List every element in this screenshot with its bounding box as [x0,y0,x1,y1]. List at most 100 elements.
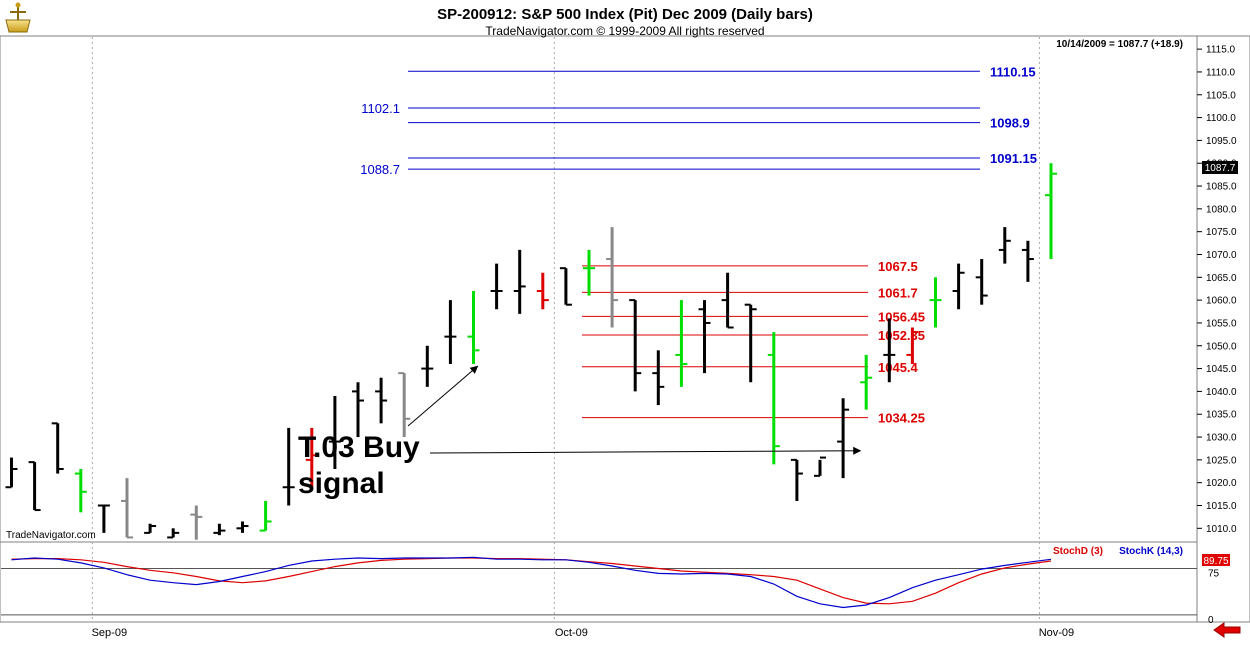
ohlc-bar [213,523,226,536]
ohlc-bar [675,300,688,387]
watermark: TradeNavigator.com [6,530,96,541]
y-tick-label: 1015.0 [1206,501,1237,512]
ohlc-bar [929,277,942,328]
y-tick-label: 1050.0 [1206,341,1237,352]
y-tick-label: 1110.0 [1206,67,1236,78]
ohlc-bar [698,300,711,374]
ohlc-bar [559,267,572,306]
y-tick-label: 1095.0 [1206,136,1237,147]
ohlc-bar [259,500,272,532]
ohlc-bar [860,354,873,410]
y-tick-label: 1070.0 [1206,250,1237,261]
ohlc-bar [51,422,64,474]
ohlc-bar [952,263,965,310]
ohlc-bar [629,299,642,392]
ohlc-bar [606,227,619,328]
annotation-text: signal [298,467,385,500]
ohlc-bar [144,523,157,534]
y-tick-label: 1115.0 [1206,45,1236,56]
y-tick-label: 1025.0 [1206,455,1237,466]
ohlc-bar [328,395,341,469]
stoch-series-line [11,556,1052,609]
y-tick-label: 1065.0 [1206,273,1237,284]
ohlc-bar [767,332,780,465]
ohlc-bar [513,249,526,314]
y-tick-label: 1010.0 [1206,524,1237,535]
y-tick-label: 1020.0 [1206,478,1237,489]
stoch-value-label: 89.75 [1203,556,1228,567]
level-label: 1061.7 [878,285,918,300]
ohlc-bar [1045,163,1057,260]
legend-stoch-k: StochK (14,3) [1119,546,1183,557]
last-value-info: 10/14/2009 = 1087.7 (+18.9) [1056,39,1183,50]
y-tick-label: 1060.0 [1206,296,1237,307]
ohlc-bar [490,263,503,310]
level-label: 1056.45 [878,309,925,324]
y-tick-label: 1030.0 [1206,433,1237,444]
ohlc-bar [583,249,595,296]
ohlc-bar [352,382,364,438]
ohlc-bar [837,398,850,479]
ohlc-bar [97,504,110,533]
ohlc-bar [467,291,480,365]
ohlc-bar [28,461,41,512]
y-tick-label: 1075.0 [1206,227,1237,238]
ohlc-bar [444,300,457,365]
stoch-tick-label: 0 [1208,615,1214,626]
ohlc-bar [883,318,896,383]
stoch-tick-label: 75 [1208,568,1220,579]
ohlc-bar [975,259,988,305]
logo-icon [5,2,31,33]
ohlc-bar [1021,240,1034,282]
ohlc-bar [236,521,249,533]
ohlc-bar [744,303,757,383]
annotation-text: T.03 Buy [298,431,420,464]
level-label: 1052.35 [878,328,925,343]
y-tick-label: 1045.0 [1206,364,1237,375]
price-panel [0,35,1198,543]
ohlc-bar [421,345,434,387]
ohlc-bar [814,456,826,477]
ohlc-bar [790,458,803,501]
ohlc-bar [906,327,919,365]
level-label: 1110.15 [990,64,1036,79]
stochastic-panel [0,541,1198,623]
left-arrow-icon[interactable] [1213,622,1241,638]
y-tick-label: 1105.0 [1206,90,1236,101]
ohlc-bar [74,468,87,513]
price-tag [1202,161,1238,174]
ohlc-bar [652,350,665,406]
y-tick-label: 1035.0 [1206,410,1237,421]
legend-stoch-d: StochD (3) [1053,546,1103,557]
chart-title: SP-200912: S&P 500 Index (Pit) Dec 2009 … [437,6,813,23]
ohlc-bar [536,272,549,310]
ohlc-bar [282,427,295,506]
annotation-arrow [429,446,862,455]
level-label: 1034.25 [878,411,925,426]
y-tick-label: 1055.0 [1206,318,1237,329]
ohlc-bar [121,478,133,539]
level-label: 1067.5 [878,259,918,274]
x-tick-label: Nov-09 [1039,627,1074,639]
ohlc-bar [190,505,203,540]
chart-subtitle: TradeNavigator.com © 1999-2009 All right… [485,24,764,38]
level-label: 1091.15 [990,151,1037,166]
y-tick-label: 1080.0 [1206,204,1237,215]
x-tick-label: Oct-09 [555,627,588,639]
ohlc-bar [305,427,318,488]
ohlc-bar [375,377,388,424]
x-tick-label: Sep-09 [92,627,127,639]
level-label: 1088.7 [360,162,400,177]
price-tag-label: 1087.7 [1205,163,1236,174]
ohlc-bar [167,528,180,539]
level-label: 1102.1 [361,101,400,116]
level-label: 1098.9 [990,116,1030,131]
stoch-value-tag [1202,554,1230,566]
y-axis-area [1196,35,1250,623]
y-tick-label: 1040.0 [1206,387,1237,398]
ohlc-bar [998,227,1011,264]
ohlc-bar [721,272,734,329]
ohlc-bar [5,457,18,489]
